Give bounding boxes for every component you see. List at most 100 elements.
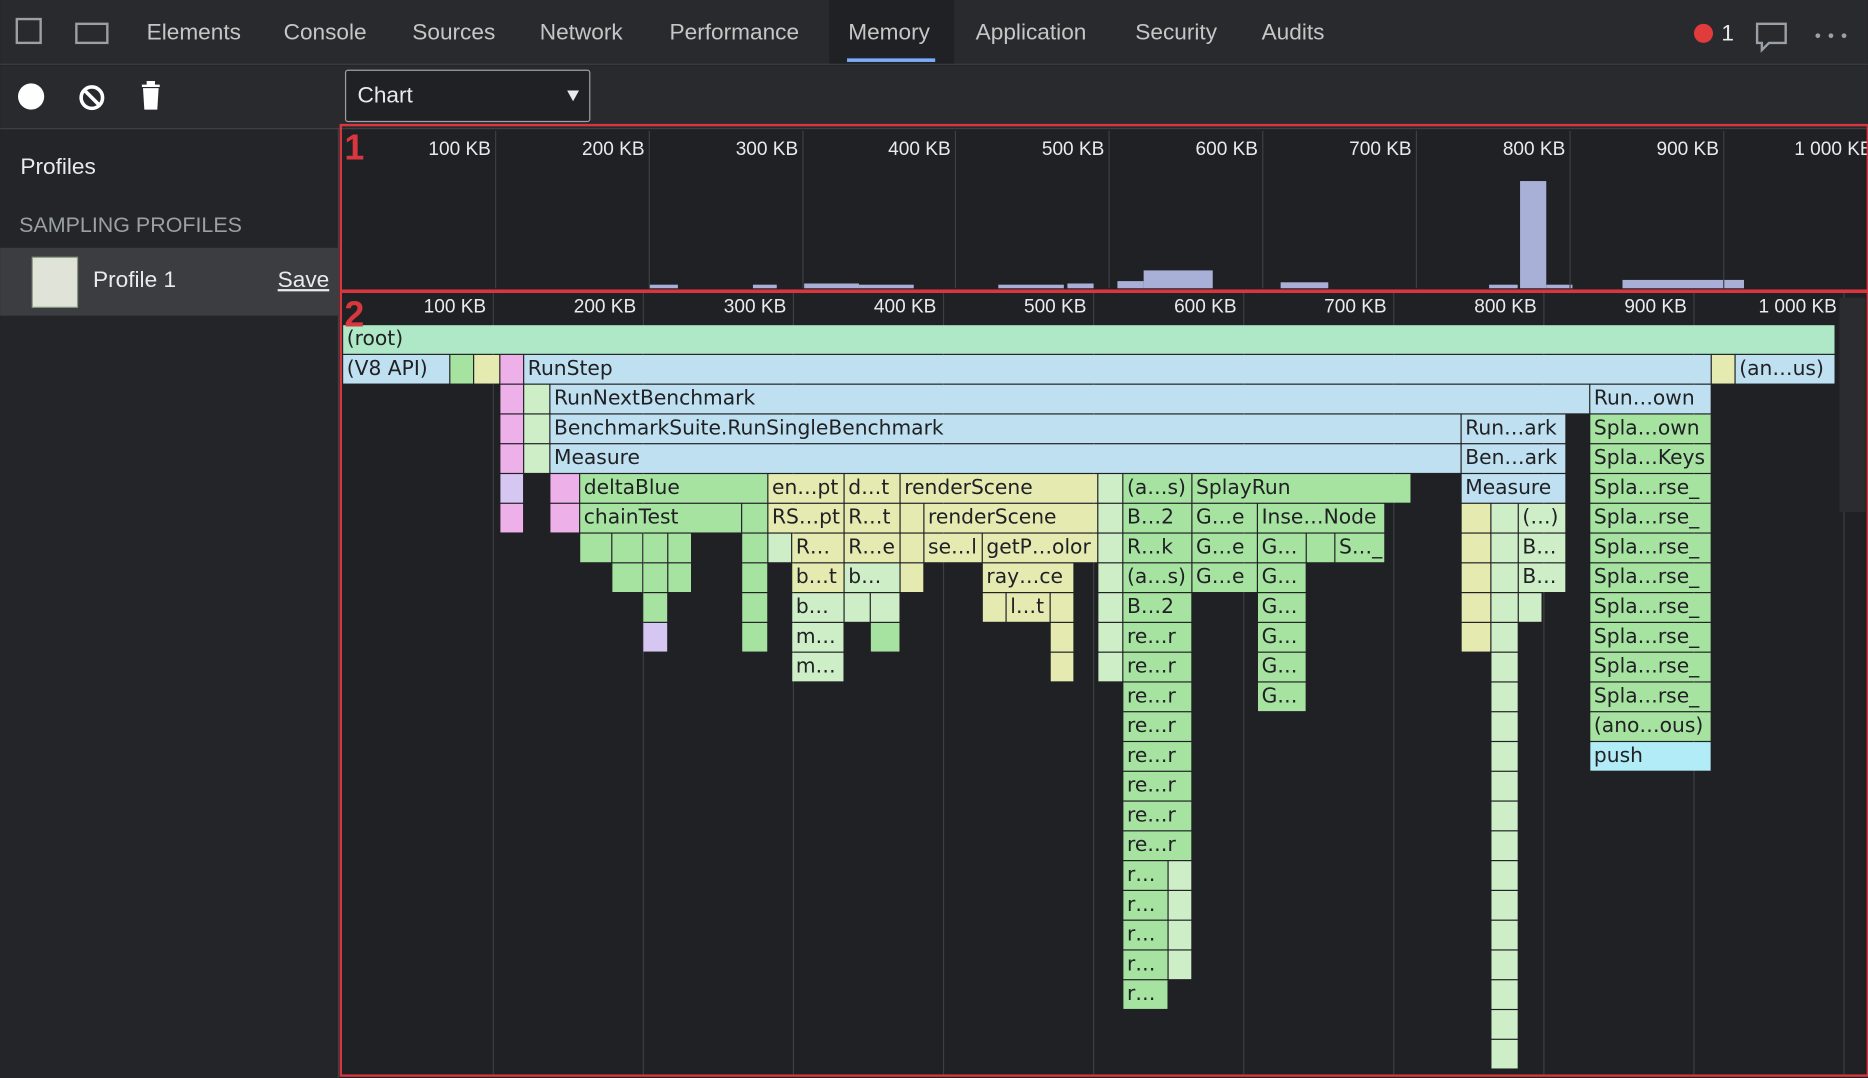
flame-block[interactable] xyxy=(1050,593,1074,622)
flame-block[interactable] xyxy=(1257,503,1385,533)
flame-block[interactable] xyxy=(500,354,524,384)
flame-block[interactable] xyxy=(924,503,1098,533)
delete-button[interactable] xyxy=(141,80,160,110)
flame-block[interactable] xyxy=(1735,354,1835,384)
flame-block[interactable] xyxy=(1168,920,1192,950)
flame-block[interactable] xyxy=(1590,474,1711,503)
flame-block[interactable] xyxy=(768,503,844,533)
flame-block[interactable] xyxy=(1306,533,1335,563)
flame-block[interactable] xyxy=(742,622,768,652)
flame-block[interactable] xyxy=(1590,414,1711,444)
flame-block[interactable] xyxy=(1491,503,1518,533)
flame-block[interactable] xyxy=(1192,533,1257,563)
flame-block[interactable] xyxy=(500,503,524,533)
flame-block[interactable] xyxy=(1098,652,1123,682)
flame-block[interactable] xyxy=(1006,593,1050,622)
flame-block[interactable] xyxy=(1461,414,1566,444)
flame-block[interactable] xyxy=(500,444,524,473)
flame-block[interactable] xyxy=(982,593,1006,622)
flame-block[interactable] xyxy=(1491,742,1518,771)
flame-block[interactable] xyxy=(643,533,668,563)
flame-block[interactable] xyxy=(643,622,668,652)
flame-block[interactable] xyxy=(844,503,900,533)
device-icon[interactable] xyxy=(75,22,109,45)
flame-block[interactable] xyxy=(1123,474,1192,503)
flame-block[interactable] xyxy=(1491,801,1518,831)
flame-block[interactable] xyxy=(792,533,844,563)
flame-block[interactable] xyxy=(1257,563,1306,593)
flame-block[interactable] xyxy=(1335,533,1385,563)
flame-block[interactable] xyxy=(1168,861,1192,890)
flame-block[interactable] xyxy=(1123,742,1192,771)
flame-block[interactable] xyxy=(1168,890,1192,920)
scrollbar[interactable] xyxy=(1839,297,1866,513)
flame-block[interactable] xyxy=(1491,533,1518,563)
tab[interactable]: Console xyxy=(284,19,367,44)
flame-block[interactable] xyxy=(1123,980,1168,1009)
flame-block[interactable] xyxy=(550,384,1590,414)
tab[interactable]: Performance xyxy=(670,19,800,44)
flame-block[interactable] xyxy=(900,503,924,533)
flame-block[interactable] xyxy=(500,474,524,503)
flame-block[interactable] xyxy=(1590,384,1711,414)
flame-block[interactable] xyxy=(474,354,500,384)
flame-block[interactable] xyxy=(844,474,900,503)
flame-block[interactable] xyxy=(343,325,1835,354)
flame-block[interactable] xyxy=(550,474,580,503)
flame-block[interactable] xyxy=(1257,622,1306,652)
flame-block[interactable] xyxy=(1168,950,1192,980)
flame-block[interactable] xyxy=(1098,593,1123,622)
flame-block[interactable] xyxy=(1123,652,1192,682)
flame-block[interactable] xyxy=(924,533,982,563)
flame-block[interactable] xyxy=(1491,920,1518,950)
record-button[interactable] xyxy=(17,83,45,110)
flame-block[interactable] xyxy=(900,533,924,563)
flame-block[interactable] xyxy=(1491,1039,1518,1069)
flame-block[interactable] xyxy=(500,384,524,414)
flame-block[interactable] xyxy=(1518,533,1566,563)
flame-block[interactable] xyxy=(1123,861,1168,890)
flame-block[interactable] xyxy=(1461,593,1491,622)
flame-block[interactable] xyxy=(1192,474,1411,503)
save-link[interactable]: Save xyxy=(278,267,330,292)
flame-block[interactable] xyxy=(1098,533,1123,563)
flame-block[interactable] xyxy=(844,533,900,563)
tab[interactable]: Elements xyxy=(147,19,241,44)
flame-block[interactable] xyxy=(1518,593,1542,622)
flame-block[interactable] xyxy=(742,563,768,593)
flame-block[interactable] xyxy=(1098,503,1123,533)
flame-block[interactable] xyxy=(1192,503,1257,533)
flame-block[interactable] xyxy=(1590,563,1711,593)
flame-block[interactable] xyxy=(1050,622,1074,652)
flame-block[interactable] xyxy=(1491,712,1518,741)
inspect-icon[interactable] xyxy=(15,17,42,45)
flame-block[interactable] xyxy=(900,474,1098,503)
flame-block[interactable] xyxy=(1123,563,1192,593)
flame-block[interactable] xyxy=(550,444,1461,473)
flame-block[interactable] xyxy=(1590,652,1711,682)
flame-block[interactable] xyxy=(1590,682,1711,712)
flame-block[interactable] xyxy=(1123,503,1192,533)
flame-block[interactable] xyxy=(524,354,1711,384)
flame-block[interactable] xyxy=(1590,622,1711,652)
flame-block[interactable] xyxy=(1491,980,1518,1009)
feedback-icon[interactable] xyxy=(1755,22,1787,53)
flame-block[interactable] xyxy=(870,593,900,622)
flame-block[interactable] xyxy=(1711,354,1735,384)
flame-block[interactable] xyxy=(792,563,844,593)
flame-block[interactable] xyxy=(1123,950,1168,980)
flame-block[interactable] xyxy=(870,622,900,652)
clear-button[interactable] xyxy=(79,85,105,111)
flame-block[interactable] xyxy=(1491,861,1518,890)
flame-block[interactable] xyxy=(550,414,1461,444)
flame-block[interactable] xyxy=(668,533,692,563)
flame-block[interactable] xyxy=(1590,503,1711,533)
flame-block[interactable] xyxy=(1461,622,1491,652)
flame-block[interactable] xyxy=(1461,563,1491,593)
flame-block[interactable] xyxy=(1590,593,1711,622)
flame-block[interactable] xyxy=(742,503,768,533)
flame-block[interactable] xyxy=(580,474,768,503)
flame-block[interactable] xyxy=(1257,652,1306,682)
flame-block[interactable] xyxy=(982,563,1074,593)
flame-block[interactable] xyxy=(1123,771,1192,801)
